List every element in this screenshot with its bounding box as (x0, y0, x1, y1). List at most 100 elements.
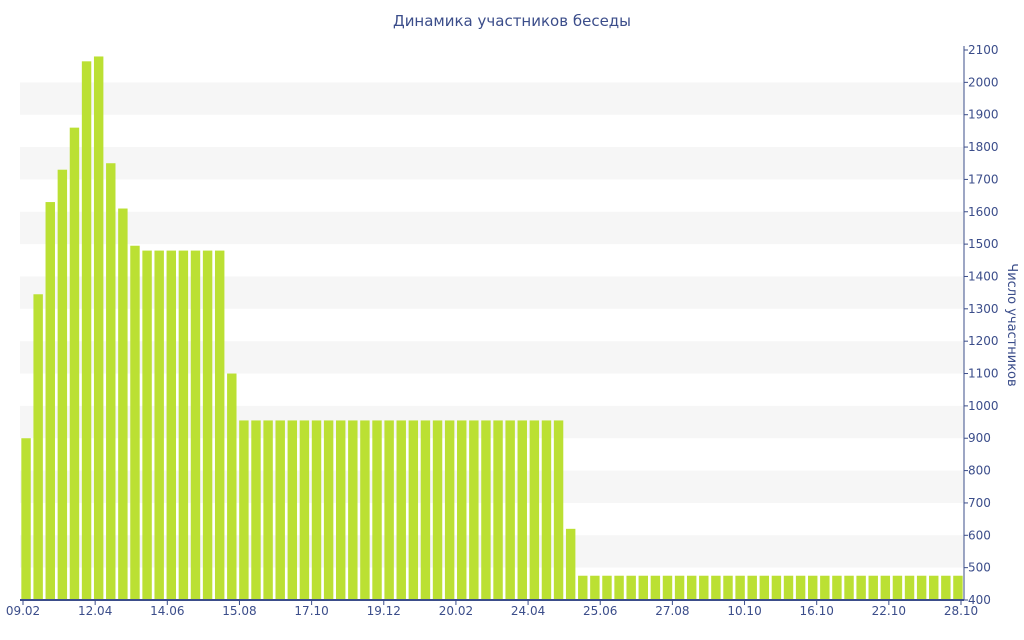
y-tick-label: 600 (968, 528, 991, 542)
bar (832, 575, 842, 600)
bar (783, 575, 794, 600)
bar (130, 245, 140, 600)
bar (662, 575, 673, 600)
y-tick-label: 1800 (968, 140, 999, 154)
bar (892, 575, 903, 600)
y-axis: 400 500 600 700 800 900 1000 1100 1200 1300 1400 15… (963, 43, 1019, 607)
bar (118, 208, 128, 600)
bar (856, 575, 866, 600)
bar (929, 575, 939, 600)
bar (711, 575, 721, 600)
bar (178, 250, 189, 600)
x-tick-label: 16.10 (800, 604, 834, 618)
bar (444, 420, 455, 600)
bar (735, 575, 745, 600)
grid-band (20, 82, 964, 115)
y-tick-label: 800 (968, 464, 991, 478)
bar (275, 420, 285, 600)
y-tick-label: 1200 (968, 334, 999, 348)
bar (517, 420, 527, 600)
bar (287, 420, 298, 600)
bar (420, 420, 431, 600)
grid-band (20, 535, 964, 568)
bar (142, 250, 152, 600)
bar (844, 575, 854, 600)
bar (33, 294, 43, 600)
bar (614, 575, 624, 600)
y-tick-label: 1400 (968, 269, 999, 283)
bar (481, 420, 491, 600)
bar (941, 575, 951, 600)
bar (578, 575, 588, 600)
bar (686, 575, 697, 600)
y-tick-label: 900 (968, 431, 991, 445)
x-tick-label: 09.02 (6, 604, 40, 618)
bar (747, 575, 757, 600)
bar (650, 575, 661, 600)
y-tick-label: 1500 (968, 237, 999, 251)
x-axis: 09.02 12.04 14.06 15.08 17.10 19.12 20.02 24.04… (6, 599, 978, 618)
x-tick-label: 22.10 (872, 604, 906, 618)
x-tick-label: 20.02 (439, 604, 473, 618)
bar (553, 420, 564, 600)
bar (227, 373, 237, 600)
y-tick-label: 400 (968, 593, 991, 607)
y-tick-label: 2100 (968, 43, 999, 57)
bar (638, 575, 649, 600)
bar (299, 420, 310, 600)
bar (626, 575, 636, 600)
x-tick-label: 17.10 (294, 604, 328, 618)
bar (880, 575, 891, 600)
bar (81, 61, 92, 600)
bar (408, 420, 419, 600)
bar (190, 250, 201, 600)
bar (432, 420, 443, 600)
x-tick-label: 27.08 (655, 604, 689, 618)
grid-bands (20, 82, 964, 568)
bars (21, 56, 963, 601)
bar (335, 420, 346, 600)
bar (93, 56, 104, 601)
bar (214, 250, 225, 600)
bar (953, 575, 963, 600)
y-tick-label: 1300 (968, 302, 999, 316)
bar (21, 438, 31, 600)
grid-band (20, 341, 964, 374)
bar (69, 127, 80, 600)
bar (771, 575, 782, 600)
bar (106, 163, 116, 600)
x-tick-label: 19.12 (367, 604, 401, 618)
bar (396, 420, 406, 600)
y-tick-label: 500 (968, 561, 991, 575)
y-tick-label: 700 (968, 496, 991, 510)
bar (154, 250, 164, 600)
x-tick-label: 10.10 (727, 604, 761, 618)
bar (202, 250, 213, 600)
bar (57, 169, 68, 601)
bar (916, 575, 927, 600)
x-tick-label: 12.04 (78, 604, 112, 618)
bar (263, 420, 273, 600)
x-tick-label: 24.04 (511, 604, 545, 618)
bar (590, 575, 600, 600)
bar (323, 420, 334, 600)
bar (602, 575, 612, 600)
bar (372, 420, 382, 600)
bar (311, 420, 322, 600)
bar (723, 575, 733, 600)
y-tick-label: 1900 (968, 108, 999, 122)
bar (239, 420, 249, 600)
bar (45, 202, 55, 600)
chart-title: Динамика участников беседы (392, 12, 632, 30)
grid-band (20, 147, 964, 180)
bar (493, 420, 503, 600)
bar (469, 420, 479, 600)
bar (384, 420, 394, 600)
bar (457, 420, 467, 600)
bar (360, 420, 370, 600)
x-tick-label: 25.06 (583, 604, 617, 618)
bar (565, 528, 576, 600)
bar (505, 420, 515, 600)
